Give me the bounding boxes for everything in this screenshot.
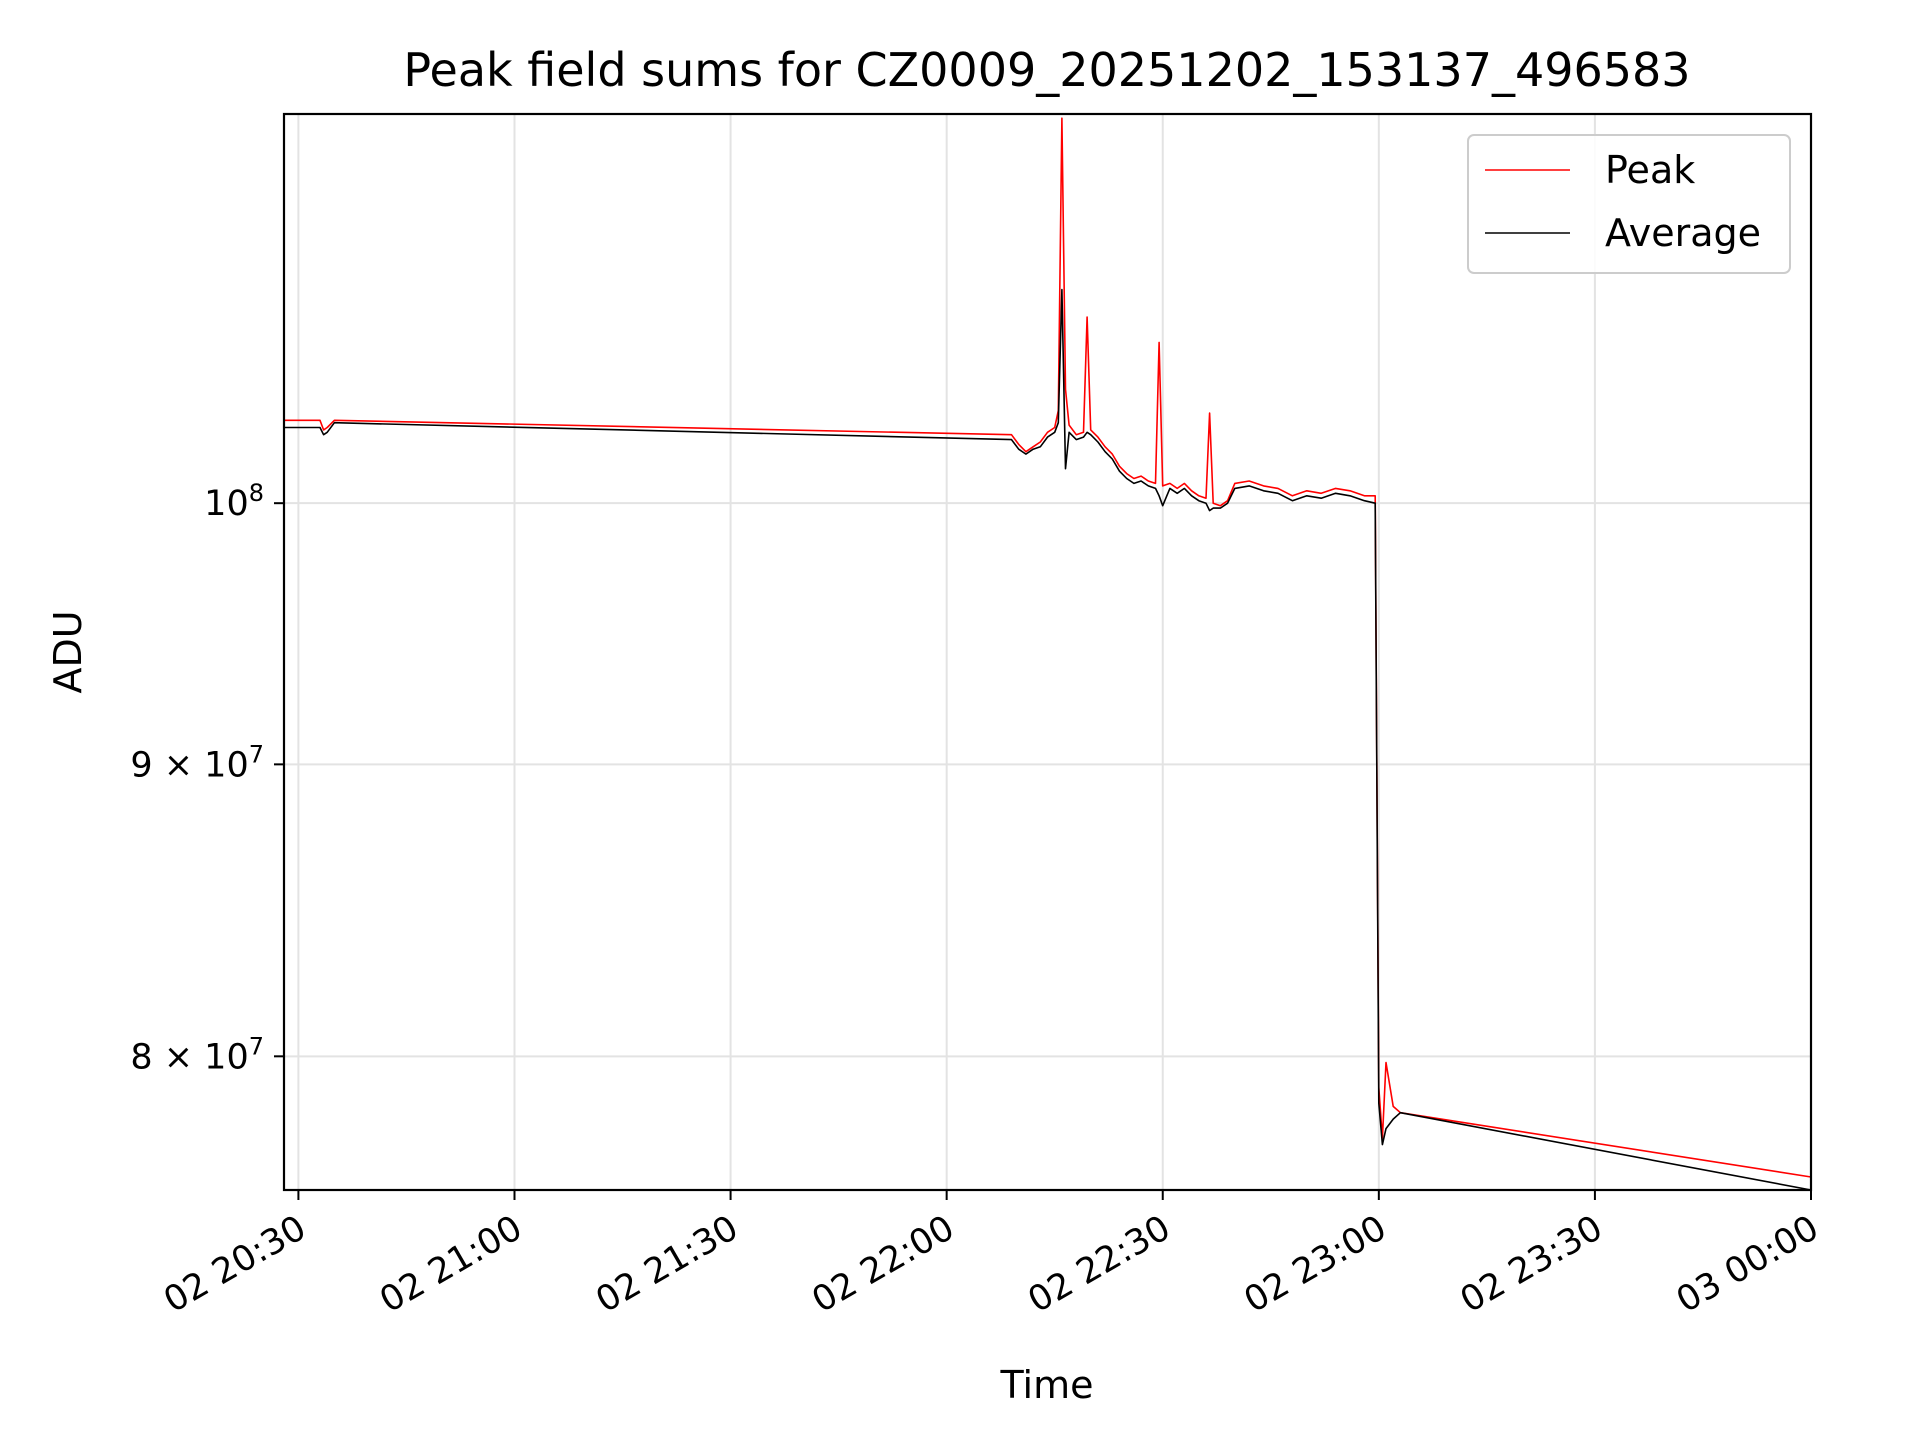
y-tick-label: 8 × 107 — [130, 1032, 264, 1077]
plot-area — [284, 117, 1812, 1191]
x-axis-label: Time — [1000, 1363, 1094, 1407]
legend-peak-label: Peak — [1605, 148, 1695, 192]
series-line-average — [284, 288, 1812, 1191]
legend-average-label: Average — [1605, 211, 1761, 255]
y-tick-label: 9 × 107 — [130, 740, 264, 785]
series-line-peak — [284, 117, 1812, 1178]
y-axis-label: ADU — [46, 610, 90, 693]
axes-frame — [282, 112, 1813, 1192]
chart-title: Peak field sums for CZ0009_20251202_1531… — [403, 43, 1690, 97]
legend: Peak Average — [1467, 134, 1791, 274]
y-axis-ticks: 108 9 × 107 8 × 107 — [130, 479, 284, 1077]
y-tick-label: 108 — [204, 479, 264, 524]
